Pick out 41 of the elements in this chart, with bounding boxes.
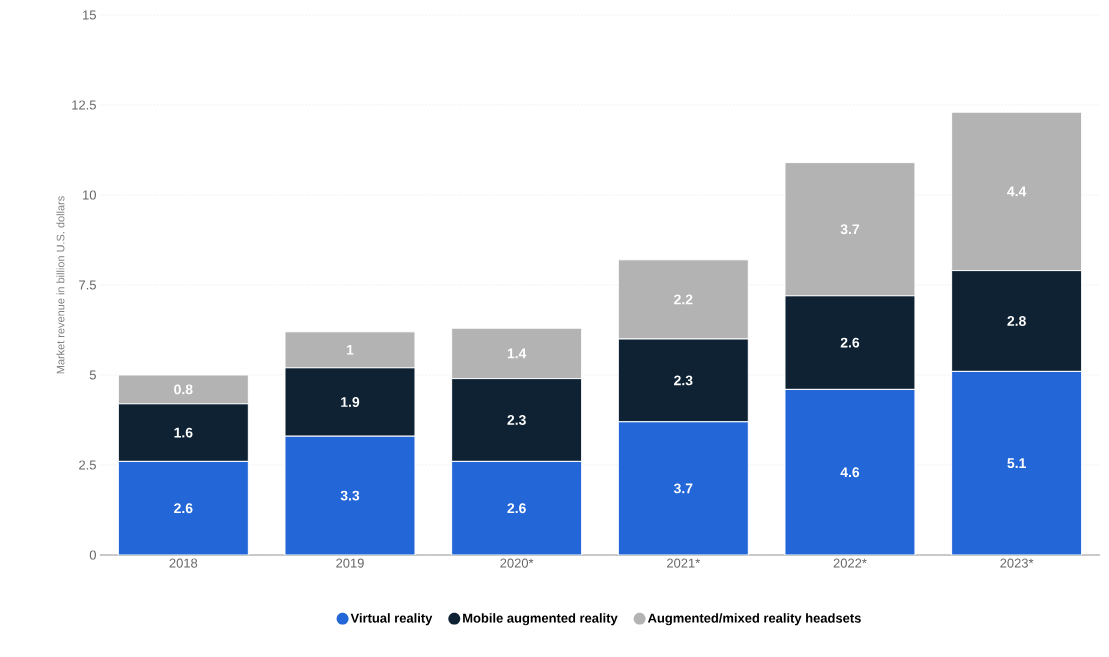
x-tick-label: 2019 <box>336 558 364 568</box>
bar <box>784 388 916 555</box>
y-tick-label: 10 <box>83 190 96 200</box>
y-tick-label: 15 <box>83 10 96 20</box>
data-label: 2.2 <box>674 294 693 305</box>
data-label: 2.3 <box>507 415 526 425</box>
data-label: 2.6 <box>174 503 193 514</box>
bar <box>284 435 416 555</box>
x-tick-label: 2021* <box>667 558 701 568</box>
data-label: 3.7 <box>840 224 860 235</box>
y-tick-label: 7.5 <box>79 280 96 290</box>
legend-label: Augmented/mixed reality headsets <box>647 613 861 626</box>
y-tick-label: 0 <box>89 550 96 560</box>
data-label: 2.6 <box>507 503 526 514</box>
x-tick-label: 2022* <box>833 558 867 568</box>
bar <box>617 421 749 555</box>
data-label: 1.4 <box>507 348 527 359</box>
data-label: 4.4 <box>1007 186 1027 197</box>
data-label: 4.6 <box>840 467 860 478</box>
data-label: 1.9 <box>341 397 360 407</box>
y-tick-label: 12.5 <box>72 100 96 110</box>
data-label: 3.3 <box>340 490 360 501</box>
data-label: 5.1 <box>1007 458 1026 469</box>
y-tick-label: 2.5 <box>79 460 96 470</box>
data-label: 2.8 <box>1007 316 1026 326</box>
bar <box>117 460 249 555</box>
bar <box>951 370 1083 555</box>
bar <box>451 460 583 555</box>
data-label: 1 <box>346 345 354 355</box>
data-label: 2.3 <box>674 375 693 386</box>
legend-label: Mobile augmented reality <box>463 613 618 626</box>
legend-label: Virtual reality <box>350 613 433 626</box>
x-tick-label: 2020* <box>500 558 534 568</box>
data-label: 1.6 <box>174 427 193 438</box>
x-tick-label: 2018 <box>169 558 198 568</box>
data-label: 0.8 <box>174 384 193 395</box>
y-tick-label: 5 <box>89 370 96 380</box>
data-label: 3.7 <box>673 483 693 494</box>
data-label: 2.6 <box>840 337 860 348</box>
x-tick-label: 2023* <box>1000 558 1034 568</box>
y-axis-title: Market revenue in billion U.S. dollars <box>56 196 65 374</box>
